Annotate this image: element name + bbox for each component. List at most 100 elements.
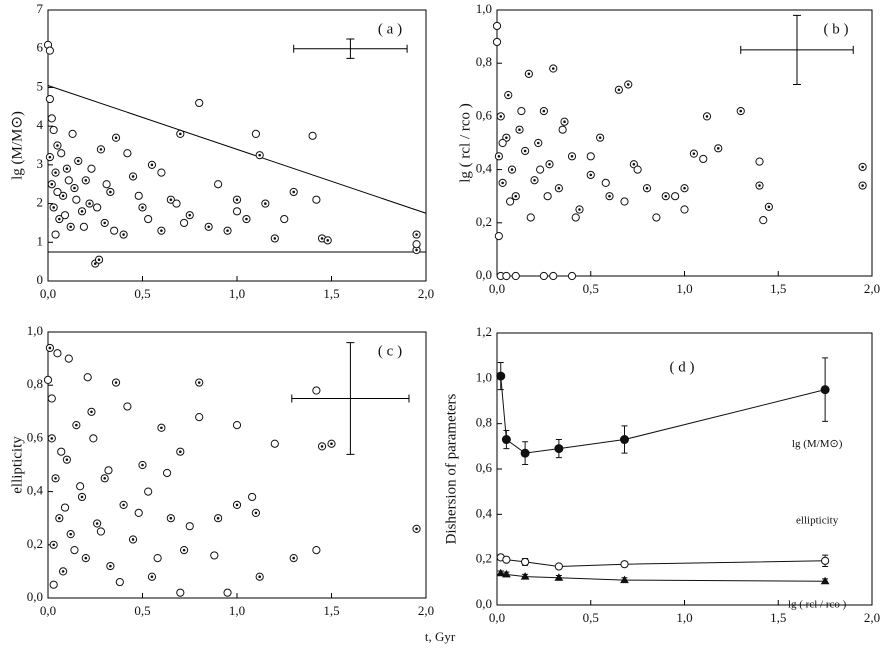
marker-shape bbox=[526, 213, 535, 222]
scatter-point bbox=[49, 203, 58, 212]
scatter-point bbox=[51, 474, 60, 483]
scatter-point bbox=[89, 434, 98, 443]
scatter-point bbox=[642, 184, 652, 193]
marker-shape bbox=[248, 492, 257, 502]
scatter-point bbox=[166, 514, 175, 523]
y-tick-label: 5 bbox=[37, 78, 44, 93]
marker-dot bbox=[235, 198, 239, 201]
scatter-point bbox=[60, 211, 70, 220]
marker-dot bbox=[292, 190, 296, 194]
marker-dot bbox=[542, 109, 546, 113]
scatter-point bbox=[87, 407, 96, 416]
marker-dot bbox=[54, 477, 57, 480]
scatter-point bbox=[204, 222, 213, 231]
marker-shape bbox=[87, 164, 96, 173]
y-tick-label: 6 bbox=[37, 40, 44, 55]
data-point bbox=[502, 569, 511, 578]
scatter-point bbox=[106, 561, 115, 571]
marker-shape bbox=[506, 197, 515, 206]
scatter-point bbox=[153, 554, 162, 563]
marker-shape bbox=[539, 271, 548, 281]
marker-shape bbox=[312, 386, 321, 395]
marker-dot bbox=[548, 162, 551, 166]
scatter-point bbox=[511, 192, 520, 201]
scatter-point bbox=[138, 203, 147, 212]
marker-dot bbox=[150, 163, 154, 167]
y-tick-label: 1,2 bbox=[476, 324, 492, 339]
marker-dot bbox=[739, 109, 743, 113]
scatter-point bbox=[586, 170, 595, 180]
y-axis-label: Dishersion of parameters bbox=[443, 393, 459, 544]
marker-shape bbox=[49, 580, 58, 589]
marker-shape bbox=[502, 555, 511, 564]
x-tick-label: 2,0 bbox=[418, 603, 434, 618]
data-point bbox=[501, 435, 511, 445]
scatter-point bbox=[96, 527, 106, 536]
x-tick-label: 0,0 bbox=[489, 281, 505, 296]
scatter-point bbox=[543, 192, 552, 201]
scatter-point bbox=[494, 152, 503, 161]
marker-dot bbox=[188, 213, 192, 217]
scatter-point bbox=[270, 234, 279, 243]
scatter-point bbox=[195, 413, 204, 422]
scatter-point bbox=[575, 205, 584, 214]
marker-dot bbox=[527, 72, 531, 76]
curve-label: ellipticity bbox=[796, 514, 839, 526]
x-tick-label: 1,0 bbox=[676, 610, 692, 625]
series-line bbox=[500, 376, 826, 454]
marker-shape bbox=[195, 413, 204, 422]
marker-dot bbox=[617, 88, 621, 92]
scatter-point bbox=[55, 514, 64, 523]
marker-shape bbox=[64, 176, 73, 185]
marker-dot bbox=[95, 522, 99, 525]
scatter-point bbox=[62, 164, 72, 173]
scatter-point bbox=[83, 373, 92, 382]
marker-shape bbox=[64, 354, 73, 363]
scatter-point bbox=[45, 94, 54, 104]
marker-dot bbox=[589, 173, 593, 177]
marker-dot bbox=[169, 198, 173, 201]
scatter-point bbox=[498, 178, 507, 187]
scatter-point bbox=[504, 91, 513, 100]
x-tick-label: 0,5 bbox=[134, 603, 150, 618]
scatter-point bbox=[96, 145, 106, 154]
scatter-point bbox=[87, 164, 96, 173]
scatter-point bbox=[49, 540, 58, 549]
scatter-point bbox=[185, 211, 194, 220]
scatter-point bbox=[74, 156, 83, 166]
scatter-point bbox=[524, 69, 533, 78]
marker-shape bbox=[308, 131, 317, 140]
marker-shape bbox=[620, 560, 629, 569]
plot-frame bbox=[47, 9, 427, 282]
marker-shape bbox=[153, 554, 162, 563]
data-point bbox=[496, 371, 506, 381]
marker-shape bbox=[520, 448, 530, 458]
scatter-point bbox=[85, 199, 94, 208]
scatter-point bbox=[232, 195, 242, 204]
marker-dot bbox=[109, 564, 112, 568]
marker-dot bbox=[122, 233, 125, 236]
scatter-point bbox=[47, 434, 56, 443]
marker-dot bbox=[216, 516, 220, 520]
marker-shape bbox=[820, 576, 830, 585]
error-cross bbox=[740, 14, 854, 85]
scatter-point bbox=[176, 588, 185, 597]
marker-dot bbox=[114, 381, 118, 384]
marker-dot bbox=[50, 437, 54, 440]
marker-shape bbox=[280, 214, 289, 224]
marker-dot bbox=[75, 423, 78, 427]
marker-shape bbox=[123, 402, 132, 411]
marker-shape bbox=[53, 349, 62, 358]
marker-shape bbox=[210, 551, 219, 560]
scatter-point bbox=[312, 386, 321, 395]
marker-dot bbox=[632, 162, 636, 166]
scatter-point bbox=[558, 125, 567, 134]
error-cross-lines bbox=[293, 38, 408, 59]
marker-dot bbox=[415, 248, 418, 252]
scatter-point bbox=[144, 487, 153, 496]
scatter-point bbox=[554, 184, 563, 193]
marker-shape bbox=[83, 373, 92, 382]
y-tick-label: 0,2 bbox=[27, 536, 43, 551]
marker-shape bbox=[567, 271, 577, 281]
